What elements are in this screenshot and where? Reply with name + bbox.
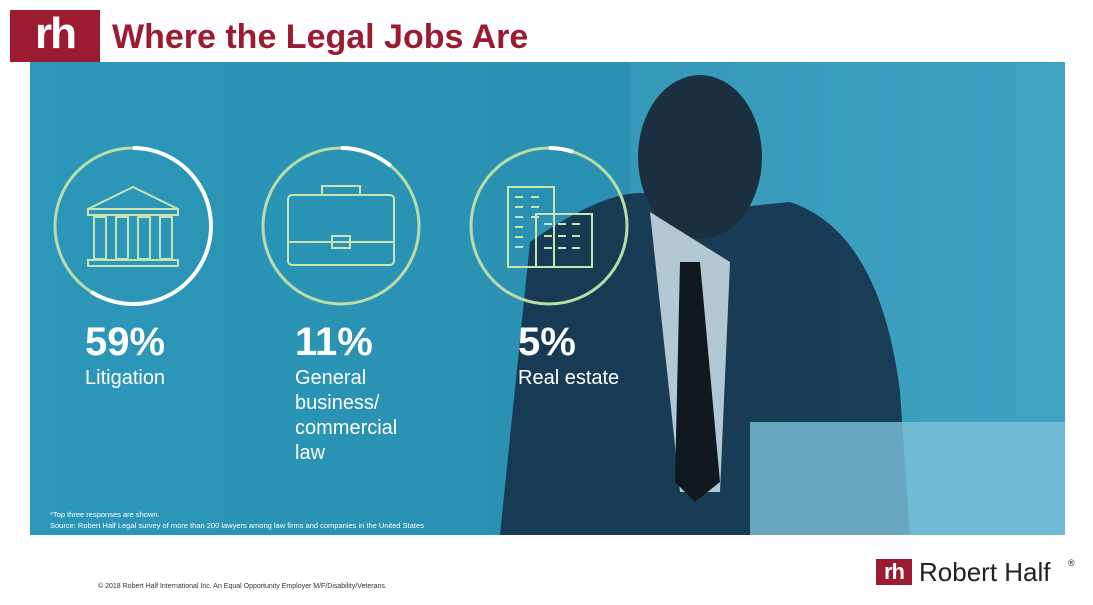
brand: Robert Half (919, 557, 1051, 587)
source: Source: Robert Half Legal survey of more… (50, 521, 424, 530)
category-label: Litigation (85, 367, 166, 389)
registered-mark: ® (1068, 558, 1075, 568)
value-label: 5% (518, 320, 576, 364)
brand-logo: rh (876, 559, 912, 585)
value-label: 59% (85, 320, 166, 364)
note: *Top three responses are shown. (50, 510, 160, 519)
rings (53, 146, 629, 306)
ring-track (261, 146, 421, 306)
ring-value (340, 146, 392, 168)
background-photo (500, 62, 1065, 535)
copyright: © 2018 Robert Half International Inc. An… (98, 583, 387, 590)
icon-buildings (507, 186, 593, 268)
icon-briefcase (287, 185, 395, 266)
icon-courthouse (87, 185, 179, 267)
title: Where the Legal Jobs Are (112, 18, 529, 56)
category-label: Real estate (518, 367, 620, 389)
panel: *Top three responses are shown. Source: … (30, 62, 1065, 535)
ring-value (548, 146, 574, 154)
logo: rh (10, 10, 100, 62)
ring-value (90, 146, 213, 306)
category-label: General business/ commercial law (295, 367, 398, 464)
value-label: 11% (295, 320, 373, 364)
ring-track (469, 146, 629, 306)
